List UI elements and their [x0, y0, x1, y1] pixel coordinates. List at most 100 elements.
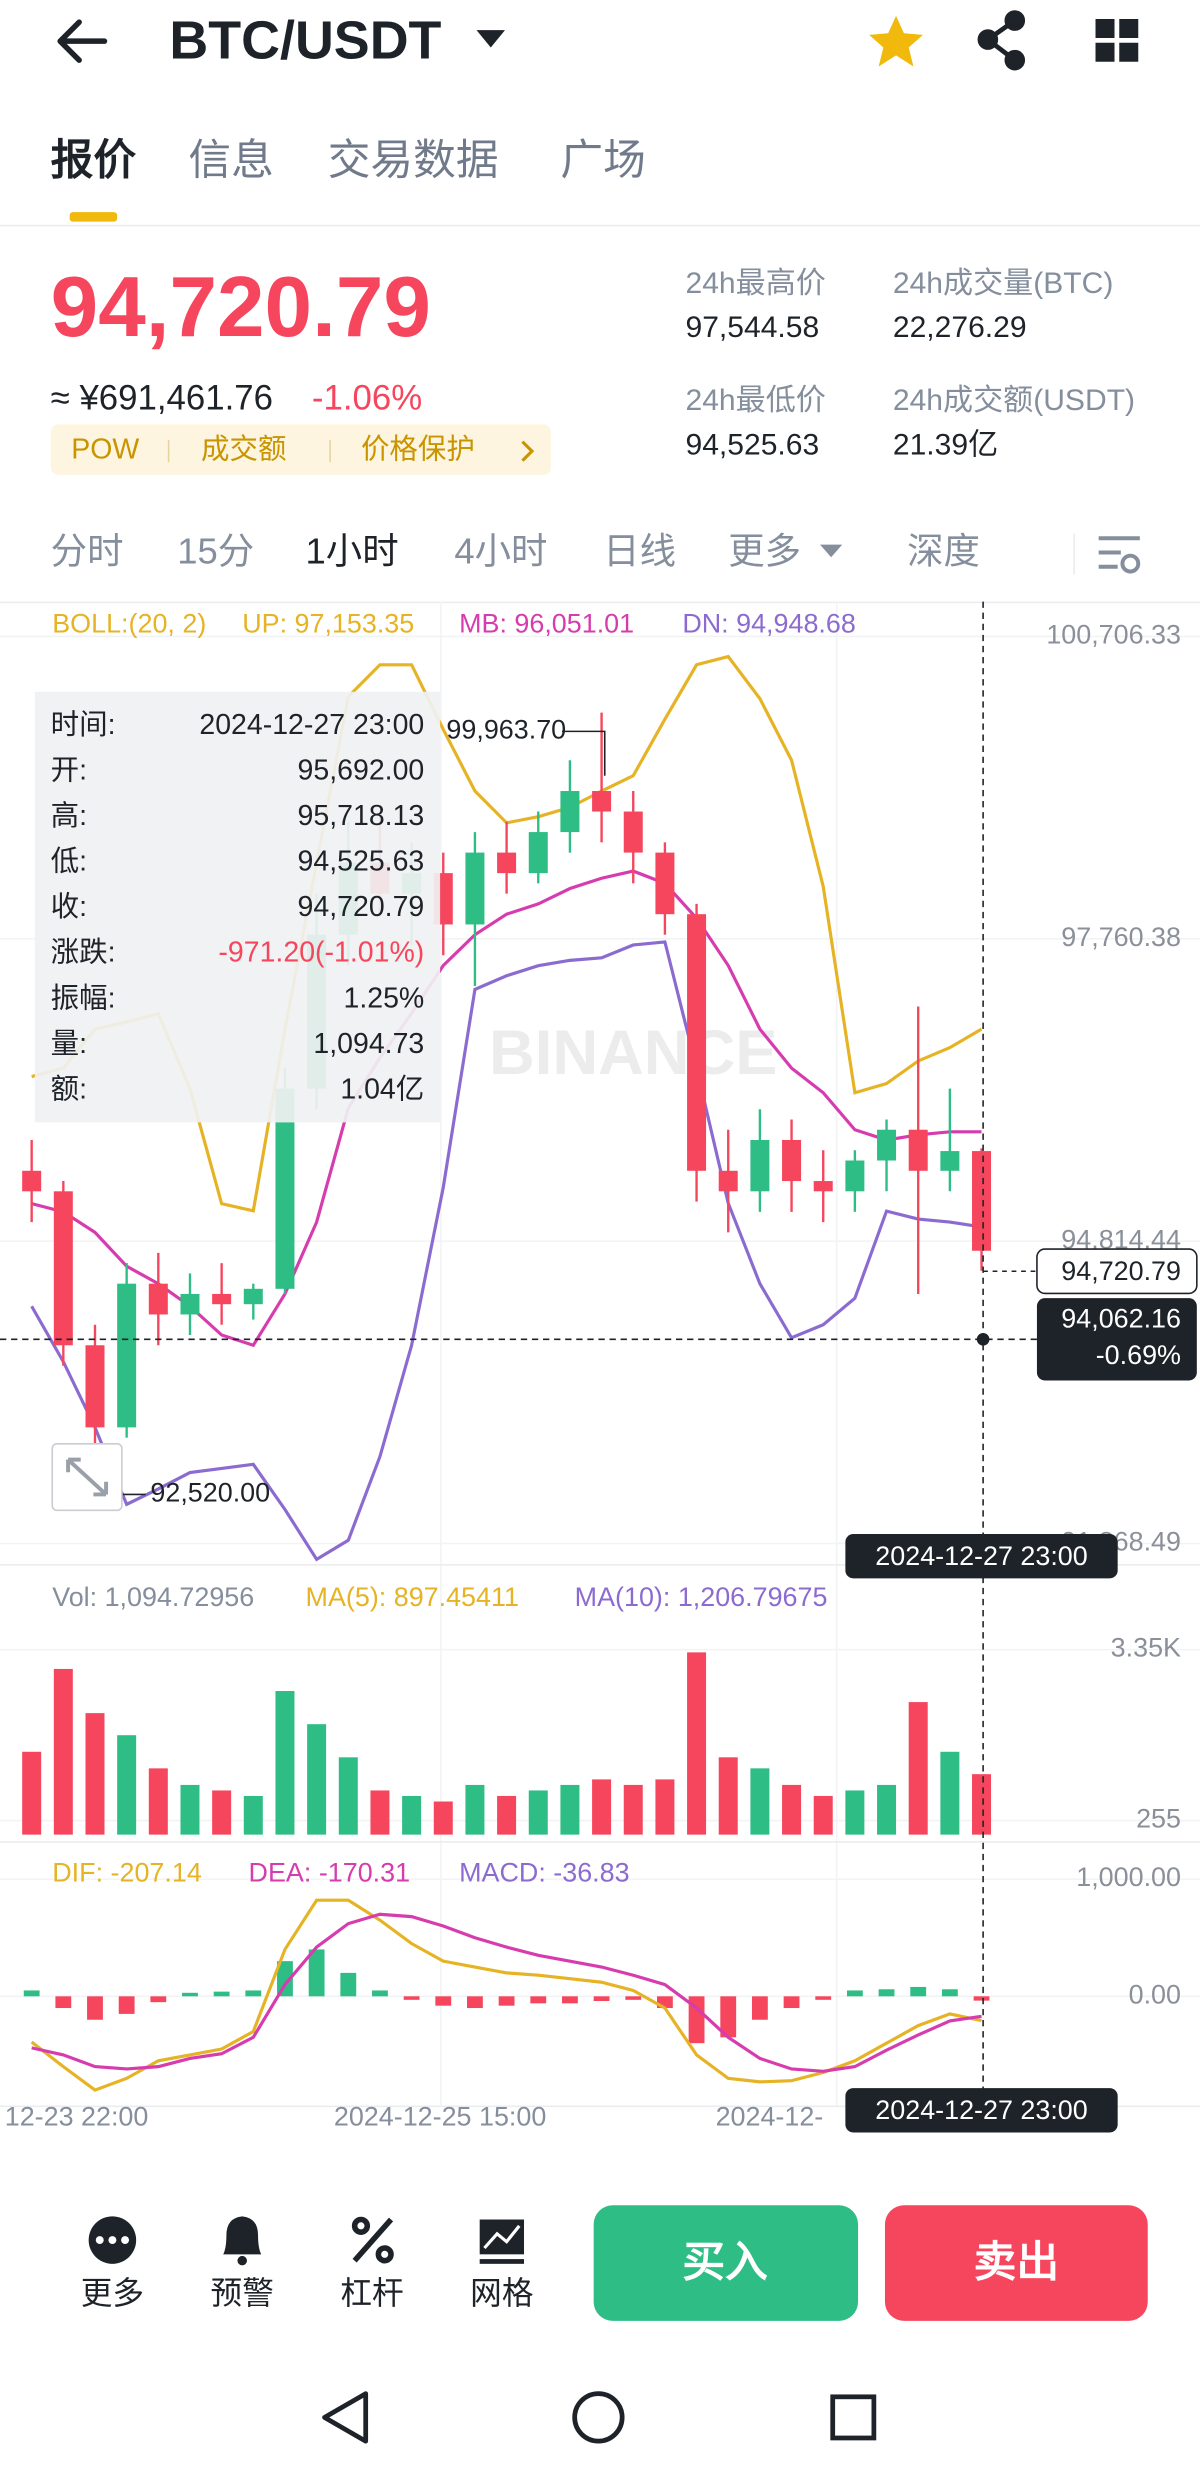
- candle-body: [497, 852, 517, 874]
- tooltip-label: 时间:: [51, 709, 116, 741]
- interval[interactable]: 更多: [728, 531, 801, 572]
- interval[interactable]: 分时: [51, 531, 124, 572]
- volume-bar: [592, 1779, 612, 1835]
- stat-label: 24h最低价: [685, 384, 825, 417]
- leverage-icon[interactable]: [351, 2216, 394, 2264]
- more-icon[interactable]: [88, 2216, 137, 2264]
- cursor-price-box: [1036, 1298, 1197, 1381]
- boll-line: [30, 940, 982, 1562]
- candle-body: [718, 1170, 738, 1192]
- zoom-icon[interactable]: [51, 1443, 123, 1512]
- sell-label[interactable]: 卖出: [974, 2239, 1059, 2287]
- volume-bar: [433, 1801, 453, 1835]
- pair-title[interactable]: BTC/USDT: [169, 11, 441, 71]
- macd-bar: [656, 1996, 673, 2009]
- tooltip-value: 94,720.79: [298, 891, 425, 923]
- last-price-box: [1036, 1248, 1198, 1295]
- interval[interactable]: 15分: [177, 531, 254, 572]
- favorite-icon[interactable]: [869, 15, 923, 67]
- tab[interactable]: 报价: [51, 136, 137, 184]
- boll-label: MB: 96,051.01: [459, 608, 634, 638]
- tooltip-value: 95,692.00: [298, 755, 425, 787]
- divider: [0, 601, 1200, 604]
- macd-bar: [435, 1996, 452, 2006]
- pair-caret[interactable]: [476, 30, 506, 48]
- action-label[interactable]: 更多: [81, 2275, 144, 2311]
- buy-label[interactable]: 买入: [682, 2239, 768, 2287]
- back-icon[interactable]: [57, 19, 108, 63]
- candle-body: [687, 914, 707, 1171]
- volume-bar: [750, 1768, 770, 1835]
- vol-label: Vol: 1,094.72956: [52, 1582, 254, 1612]
- interval[interactable]: 1小时: [306, 531, 399, 572]
- v-grid-line: [835, 601, 838, 2106]
- y-tick-label: 3.35K: [1111, 1633, 1181, 1663]
- annotation-line: [562, 730, 606, 776]
- macd-bar: [467, 1996, 483, 2009]
- nav-home[interactable]: [572, 2391, 625, 2444]
- alert-icon[interactable]: [223, 2216, 262, 2266]
- share-icon[interactable]: [977, 10, 1026, 71]
- y-tick-label: 97,760.38: [1061, 922, 1181, 952]
- cursor-time: 2024-12-27 23:00: [875, 2095, 1087, 2125]
- time-label: 2024-12-: [716, 2101, 824, 2131]
- macd-bar: [751, 1996, 768, 2020]
- candle-body: [275, 1088, 295, 1289]
- candle-body: [972, 1151, 992, 1251]
- volume-bar: [940, 1751, 960, 1835]
- interval[interactable]: 日线: [603, 531, 676, 572]
- tooltip-value: 94,525.63: [298, 846, 425, 878]
- nav-recent[interactable]: [830, 2394, 877, 2441]
- stat-label: 24h最高价: [685, 267, 825, 300]
- tab[interactable]: 交易数据: [328, 136, 499, 184]
- nav-back[interactable]: [322, 2391, 369, 2444]
- y-tick-label: 255: [1136, 1804, 1181, 1834]
- macd-bar: [498, 1996, 515, 2006]
- grid-icon[interactable]: [1095, 18, 1139, 62]
- candle-body: [813, 1181, 833, 1192]
- divider: [1073, 533, 1075, 575]
- macd-bar: [55, 1996, 72, 2009]
- tab[interactable]: 广场: [560, 136, 645, 184]
- interval-caret: [820, 544, 843, 558]
- tag[interactable]: 成交额: [201, 434, 286, 466]
- candle-body: [465, 852, 485, 925]
- tag-bar[interactable]: [50, 424, 551, 475]
- interval[interactable]: 深度: [907, 531, 980, 572]
- action-label[interactable]: 预警: [211, 2275, 274, 2311]
- tooltip-label: 高:: [51, 800, 87, 832]
- plot: 100,706.3397,760.3894,814.4491,868.493.3…: [0, 620, 1200, 2092]
- buy-button[interactable]: [593, 2205, 859, 2321]
- sell-button[interactable]: [884, 2205, 1148, 2321]
- candle-body: [528, 832, 548, 874]
- volume-bar: [877, 1784, 897, 1835]
- macd-label: MACD: -36.83: [459, 1858, 629, 1888]
- cursor-time-box: [845, 2088, 1118, 2133]
- time-label: 2024-12-25 15:00: [334, 2101, 546, 2131]
- vol-label: MA(5): 897.45411: [306, 1582, 519, 1612]
- macd-bar: [403, 1996, 420, 2000]
- candle-body: [560, 791, 580, 833]
- interval[interactable]: 4小时: [454, 531, 547, 572]
- volume-bar: [465, 1784, 485, 1835]
- tag[interactable]: POW: [71, 434, 139, 466]
- dea-line: [31, 1912, 982, 2073]
- candle-body: [750, 1139, 770, 1192]
- tab[interactable]: 信息: [188, 136, 273, 184]
- tag[interactable]: 价格保护: [361, 434, 475, 466]
- tag-separator: [329, 440, 331, 463]
- volume-bar: [972, 1774, 992, 1835]
- volume-bar: [180, 1784, 200, 1835]
- grid-trade-icon[interactable]: [479, 2219, 525, 2264]
- volume-bar: [687, 1652, 707, 1835]
- tab-indicator: [69, 212, 118, 222]
- cursor-price: 94,062.16: [1061, 1303, 1181, 1333]
- tag-separator: [167, 440, 170, 463]
- action-label[interactable]: 网格: [470, 2275, 533, 2311]
- stat-label: 24h成交额(USDT): [893, 384, 1135, 417]
- tooltip-label: 额:: [51, 1073, 87, 1105]
- settings-icon[interactable]: [1098, 536, 1141, 574]
- tooltip-label: 开:: [51, 755, 87, 787]
- action-label[interactable]: 杠杆: [340, 2275, 403, 2311]
- y-tick-label: 1,000.00: [1076, 1862, 1181, 1892]
